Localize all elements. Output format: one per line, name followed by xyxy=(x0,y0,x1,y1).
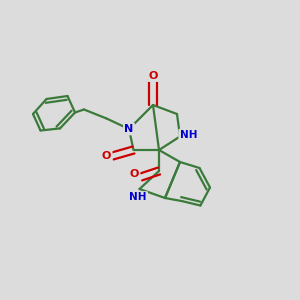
Text: N: N xyxy=(124,124,134,134)
Text: NH: NH xyxy=(180,130,197,140)
Text: O: O xyxy=(148,70,158,81)
Text: NH: NH xyxy=(129,192,147,203)
Text: O: O xyxy=(130,169,139,179)
Text: O: O xyxy=(102,151,111,161)
